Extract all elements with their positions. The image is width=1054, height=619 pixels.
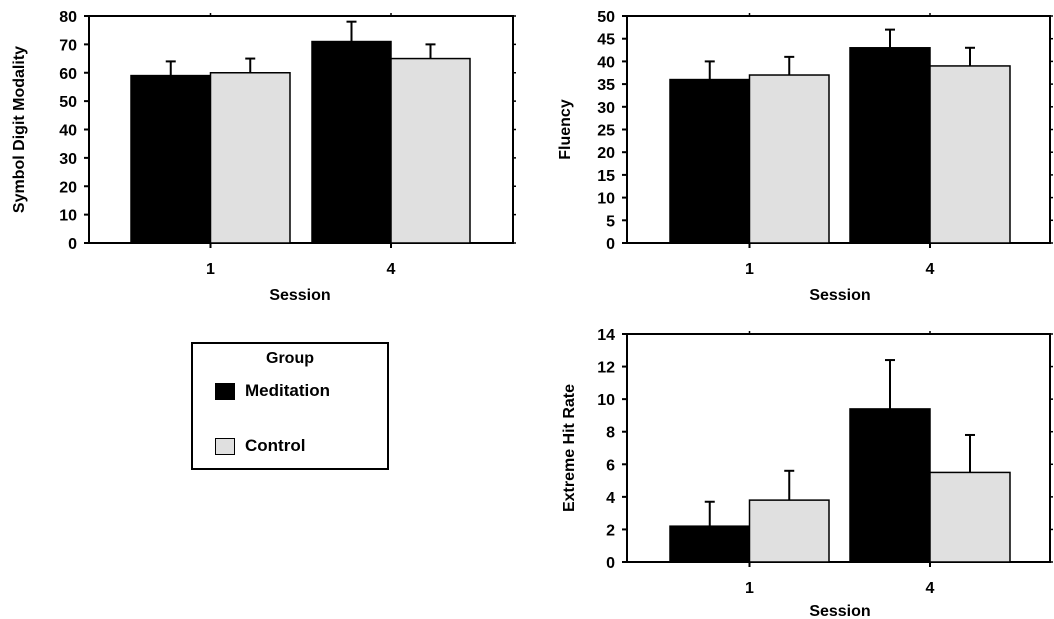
chart-3-ytick-label-6: 12 [597,360,615,377]
chart-2-bar-control-1 [748,74,830,244]
legend-label-control: Control [245,436,306,455]
chart-3-plot-frame [626,333,1051,563]
chart-3-xtick-label-4: 4 [926,580,935,597]
chart-1-xaxis-title: Session [269,287,330,304]
chart-1-bar-meditation-4 [311,40,392,244]
chart-1-bar-control-1 [209,72,291,244]
chart-1-yaxis-title: Symbol Digit Modality [11,46,28,213]
chart-2-ytick-label-6: 30 [597,100,615,117]
chart-3-bar-control-1 [748,499,830,563]
chart-3-bar-meditation-1 [669,525,751,563]
chart-2-ytick-label-0: 0 [606,236,615,253]
legend-title: Group [266,350,314,367]
chart-2-bar-meditation-4 [849,47,931,244]
chart-1-xtick-label-1: 1 [206,261,215,278]
chart-2-xtick-label-4: 4 [926,261,935,278]
chart-3-ytick-label-4: 8 [606,425,615,442]
chart-1-ytick-label-1: 10 [59,208,77,225]
chart-1-ytick-label-0: 0 [68,236,77,253]
chart-1-ytick-label-8: 80 [59,9,77,26]
chart-3-yaxis-title: Extreme Hit Rate [561,384,578,512]
chart-2-ytick-label-5: 25 [597,123,615,140]
chart-2-ytick-label-2: 10 [597,191,615,208]
chart-2-bar-control-4 [929,65,1011,244]
legend-item-control: Control [215,436,305,456]
chart-2-ytick-label-4: 20 [597,145,615,162]
chart-1-ytick-label-2: 20 [59,179,77,196]
chart-3-bar-meditation-4 [849,408,931,563]
chart-2-ytick-label-9: 45 [597,32,615,49]
legend-swatch-meditation [215,382,235,400]
chart-2-ytick-label-3: 15 [597,168,615,185]
chart-3-ytick-label-3: 6 [606,457,615,474]
legend-item-meditation: Meditation [215,381,330,401]
chart-1-ytick-label-4: 40 [59,123,77,140]
chart-1-ytick-label-7: 70 [59,37,77,54]
chart-3-ytick-label-1: 2 [606,522,615,539]
legend-label-meditation: Meditation [245,381,330,400]
chart-2-xtick-label-1: 1 [745,261,754,278]
chart-1-ytick-label-6: 60 [59,66,77,83]
chart-1-bar-meditation-1 [130,74,212,244]
chart-1-bar-control-4 [390,57,471,244]
chart-2-xaxis-title: Session [809,287,870,304]
chart-2-yaxis-title: Fluency [557,99,574,160]
chart-3-ytick-label-7: 14 [597,327,615,344]
chart-2-ytick-label-7: 35 [597,77,615,94]
chart-1-xtick-label-4: 4 [387,261,396,278]
chart-1-ytick-label-3: 30 [59,151,77,168]
legend-swatch-control [215,437,235,455]
chart-2-bar-meditation-1 [669,78,751,244]
chart-3-xaxis-title: Session [809,603,870,619]
chart-2-ytick-label-1: 5 [606,213,615,230]
chart-3-ytick-label-5: 10 [597,392,615,409]
chart-3-bar-control-4 [929,471,1011,563]
chart-3-ytick-label-2: 4 [606,490,615,507]
chart-2-ytick-label-10: 50 [597,9,615,26]
chart-2-ytick-label-8: 40 [597,54,615,71]
chart-1-ytick-label-5: 50 [59,94,77,111]
chart-3-xtick-label-1: 1 [745,580,754,597]
chart-3-ytick-label-0: 0 [606,555,615,572]
legend: Group Meditation Control [191,342,389,470]
